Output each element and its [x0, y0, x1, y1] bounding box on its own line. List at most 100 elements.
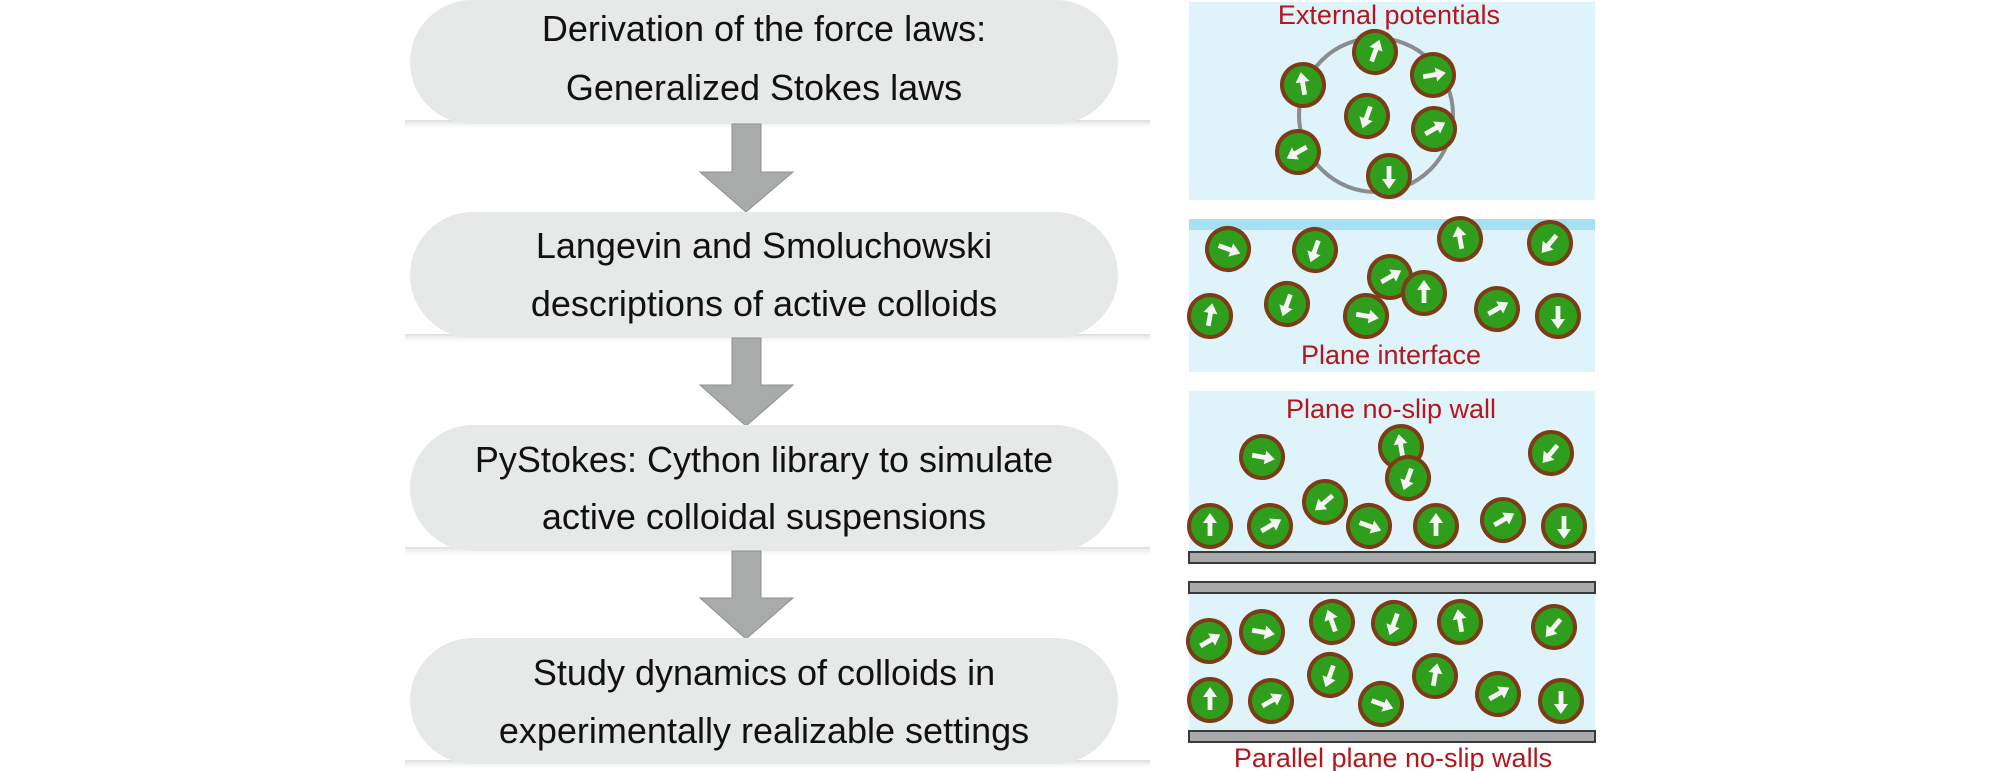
orientation-arrow-icon	[1286, 144, 1308, 160]
active-colloid	[1528, 430, 1574, 476]
particle-group	[1187, 216, 1581, 339]
active-colloid	[1535, 293, 1581, 339]
active-colloid	[1248, 678, 1294, 724]
orientation-arrow-icon	[1452, 609, 1467, 633]
orientation-arrow-icon	[1199, 633, 1221, 649]
orientation-arrow-icon	[1487, 301, 1509, 317]
flow-step-1: Derivation of the force laws: Generalize…	[405, 0, 1150, 130]
orientation-arrow-icon	[1355, 309, 1379, 324]
active-colloid	[1538, 678, 1584, 724]
flow-arrow-down-2	[698, 337, 795, 427]
panel-external-potentials: External potentials	[1189, 0, 1595, 200]
active-colloid	[1187, 677, 1233, 723]
step-shadow	[405, 760, 1150, 770]
step-capsule	[410, 212, 1118, 338]
top-no-slip-wall	[1188, 581, 1596, 594]
active-colloid	[1309, 599, 1355, 645]
active-colloid	[1187, 503, 1233, 549]
step-1-line-1: Derivation of the force laws:	[542, 8, 986, 49]
flow-step-4: Study dynamics of colloids in experiment…	[405, 638, 1150, 770]
orientation-arrow-icon	[1424, 121, 1446, 137]
orientation-arrow-icon	[1261, 693, 1283, 709]
panel-parallel-walls: Parallel plane no-slip walls	[1186, 581, 1596, 771]
step-2-line-2: descriptions of active colloids	[531, 283, 997, 324]
orientation-arrow-icon	[1203, 687, 1217, 710]
panel-plane-wall: Plane no-slip wall	[1187, 391, 1596, 564]
orientation-arrow-icon	[1541, 233, 1559, 253]
orientation-arrow-icon	[1542, 443, 1560, 463]
orientation-arrow-icon	[1359, 105, 1373, 129]
orientation-arrow-icon	[1493, 512, 1515, 528]
orientation-arrow-icon	[1545, 617, 1563, 637]
active-colloid	[1527, 220, 1573, 266]
particle-group	[1275, 29, 1457, 199]
active-colloid	[1343, 293, 1389, 339]
active-colloid	[1302, 479, 1348, 525]
active-colloid	[1541, 503, 1587, 549]
orientation-arrow-icon	[1386, 612, 1400, 636]
orientation-arrow-icon	[1428, 663, 1443, 687]
active-colloid	[1344, 93, 1390, 139]
orientation-arrow-icon	[1400, 467, 1414, 491]
active-colloid	[1366, 153, 1412, 199]
active-colloid	[1358, 681, 1404, 727]
flow-step-2: Langevin and Smoluchowski descriptions o…	[405, 212, 1150, 344]
active-colloid	[1205, 226, 1251, 272]
orientation-arrow-icon	[1295, 72, 1310, 96]
active-colloid	[1410, 52, 1456, 98]
active-colloid	[1292, 227, 1338, 273]
active-colloid	[1187, 293, 1233, 339]
step-1-line-2: Generalized Stokes laws	[566, 67, 962, 108]
orientation-arrow-icon	[1217, 243, 1241, 257]
orientation-arrow-icon	[1429, 513, 1443, 536]
orientation-arrow-icon	[1370, 698, 1394, 712]
active-colloid	[1401, 270, 1447, 316]
active-colloid	[1413, 503, 1459, 549]
orientation-arrow-icon	[1324, 609, 1338, 633]
bottom-no-slip-wall	[1188, 730, 1596, 743]
orientation-arrow-icon	[1382, 166, 1396, 189]
active-colloid	[1346, 503, 1392, 549]
active-colloid	[1437, 216, 1483, 262]
step-shadow	[405, 334, 1150, 344]
orientation-arrow-icon	[1203, 513, 1217, 536]
particle-group	[1187, 424, 1587, 549]
flowchart: Derivation of the force laws: Generalize…	[405, 0, 1150, 770]
active-colloid	[1239, 434, 1285, 480]
active-colloid	[1280, 62, 1326, 108]
active-colloid	[1531, 604, 1577, 650]
no-slip-wall	[1188, 551, 1596, 564]
orientation-arrow-icon	[1557, 516, 1571, 539]
orientation-arrow-icon	[1260, 518, 1282, 534]
active-colloid	[1412, 653, 1458, 699]
orientation-arrow-icon	[1279, 293, 1293, 317]
step-capsule	[410, 638, 1118, 764]
step-capsule	[410, 0, 1118, 124]
orientation-arrow-icon	[1322, 664, 1336, 688]
panel-label-plane-wall: Plane no-slip wall	[1286, 394, 1496, 424]
active-colloid	[1385, 455, 1431, 501]
step-2-line-1: Langevin and Smoluchowski	[536, 225, 992, 266]
orientation-arrow-icon	[1307, 239, 1321, 263]
orientation-arrow-icon	[1422, 67, 1446, 82]
step-3-line-1: PyStokes: Cython library to simulate	[475, 439, 1053, 480]
step-4-line-2: experimentally realizable settings	[499, 710, 1029, 751]
flow-arrow-down-1	[698, 123, 795, 213]
orientation-arrow-icon	[1203, 303, 1218, 327]
orientation-arrow-icon	[1393, 434, 1408, 458]
orientation-arrow-icon	[1251, 625, 1275, 640]
orientation-arrow-icon	[1380, 269, 1402, 285]
step-shadow	[405, 120, 1150, 130]
active-colloid	[1186, 618, 1232, 664]
active-colloid	[1480, 497, 1526, 543]
step-capsule	[410, 425, 1118, 551]
active-colloid	[1352, 29, 1398, 75]
particle-group	[1186, 599, 1584, 727]
active-colloid	[1437, 599, 1483, 645]
orientation-arrow-icon	[1369, 39, 1383, 63]
orientation-arrow-icon	[1417, 280, 1431, 303]
plane-interface-line	[1189, 219, 1595, 230]
panel-label-plane-interface: Plane interface	[1301, 340, 1481, 370]
active-colloid	[1247, 503, 1293, 549]
